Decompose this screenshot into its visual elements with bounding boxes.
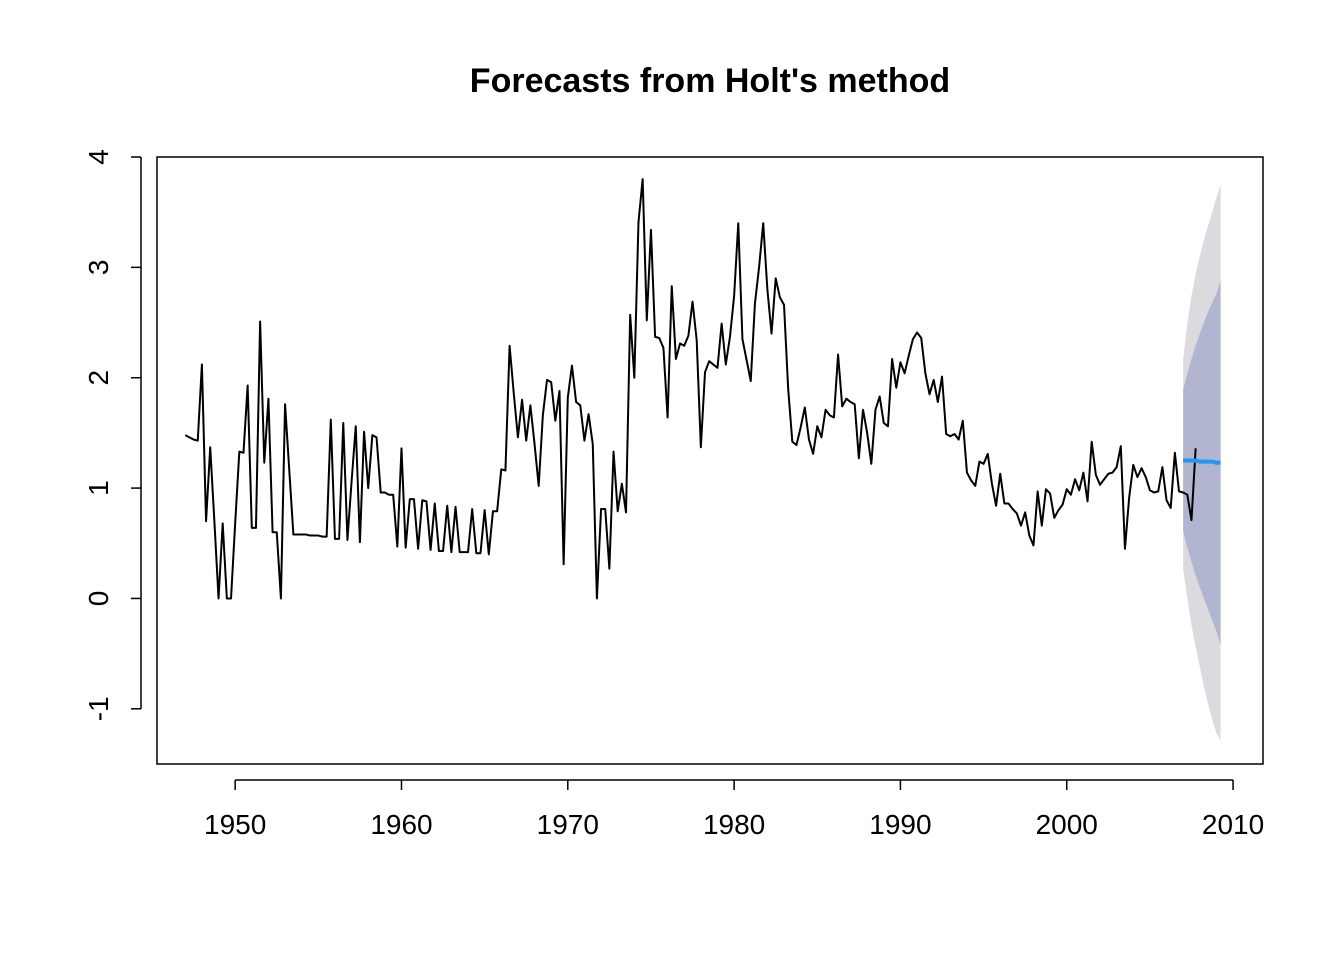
y-tick-label-1: 1 bbox=[83, 480, 114, 496]
y-tick-label-3: 3 bbox=[83, 260, 114, 276]
forecast-line bbox=[1183, 458, 1221, 465]
y-tick-label-4: 4 bbox=[83, 149, 114, 165]
x-tick-label-1950: 1950 bbox=[204, 809, 266, 840]
y-tick-label--1: -1 bbox=[83, 696, 114, 721]
observed-series bbox=[184, 178, 1197, 600]
x-tick-label-1970: 1970 bbox=[537, 809, 599, 840]
y-tick-label-0: 0 bbox=[83, 591, 114, 607]
x-axis: 1950 1960 1970 1980 1990 2000 2010 bbox=[204, 779, 1264, 840]
x-tick-label-2000: 2000 bbox=[1036, 809, 1098, 840]
chart-title: Forecasts from Holt's method bbox=[470, 62, 950, 100]
x-tick-label-1990: 1990 bbox=[869, 809, 931, 840]
x-tick-label-1960: 1960 bbox=[370, 809, 432, 840]
x-tick-label-2010: 2010 bbox=[1202, 809, 1264, 840]
x-tick-label-1980: 1980 bbox=[703, 809, 765, 840]
plot-frame bbox=[156, 156, 1264, 765]
observed-line bbox=[184, 178, 1197, 600]
y-axis: -1 0 1 2 3 4 bbox=[83, 149, 142, 721]
y-tick-label-2: 2 bbox=[83, 370, 114, 386]
forecast-series bbox=[1183, 458, 1221, 465]
